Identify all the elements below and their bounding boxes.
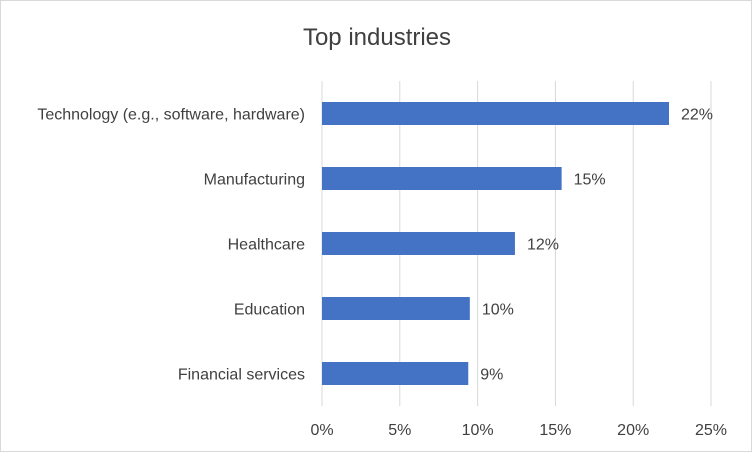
chart-title: Top industries (303, 24, 451, 51)
x-tick-label: 0% (310, 422, 333, 439)
x-tick-label: 15% (539, 422, 571, 439)
bar (322, 297, 470, 320)
data-labels: 22% 15% 12% 10% 9% (480, 107, 713, 384)
bars (322, 102, 669, 385)
bar (322, 362, 469, 385)
category-label: Manufacturing (204, 172, 305, 189)
data-label: 10% (482, 302, 514, 319)
x-axis-tick-labels: 0% 5% 10% 15% 20% 25% (310, 422, 727, 439)
data-label: 15% (574, 172, 606, 189)
data-label: 12% (527, 237, 559, 254)
category-label: Technology (e.g., software, hardware) (37, 107, 305, 124)
category-labels: Technology (e.g., software, hardware) Man… (37, 107, 305, 384)
x-tick-label: 5% (388, 422, 411, 439)
x-tick-label: 25% (695, 422, 727, 439)
category-label: Financial services (178, 367, 305, 384)
bar (322, 102, 669, 125)
x-tick-label: 10% (462, 422, 494, 439)
bar (322, 232, 515, 255)
data-label: 9% (480, 367, 503, 384)
data-label: 22% (681, 107, 713, 124)
x-tick-label: 20% (617, 422, 649, 439)
category-label: Healthcare (228, 237, 305, 254)
bar (322, 167, 562, 190)
category-label: Education (234, 302, 305, 319)
